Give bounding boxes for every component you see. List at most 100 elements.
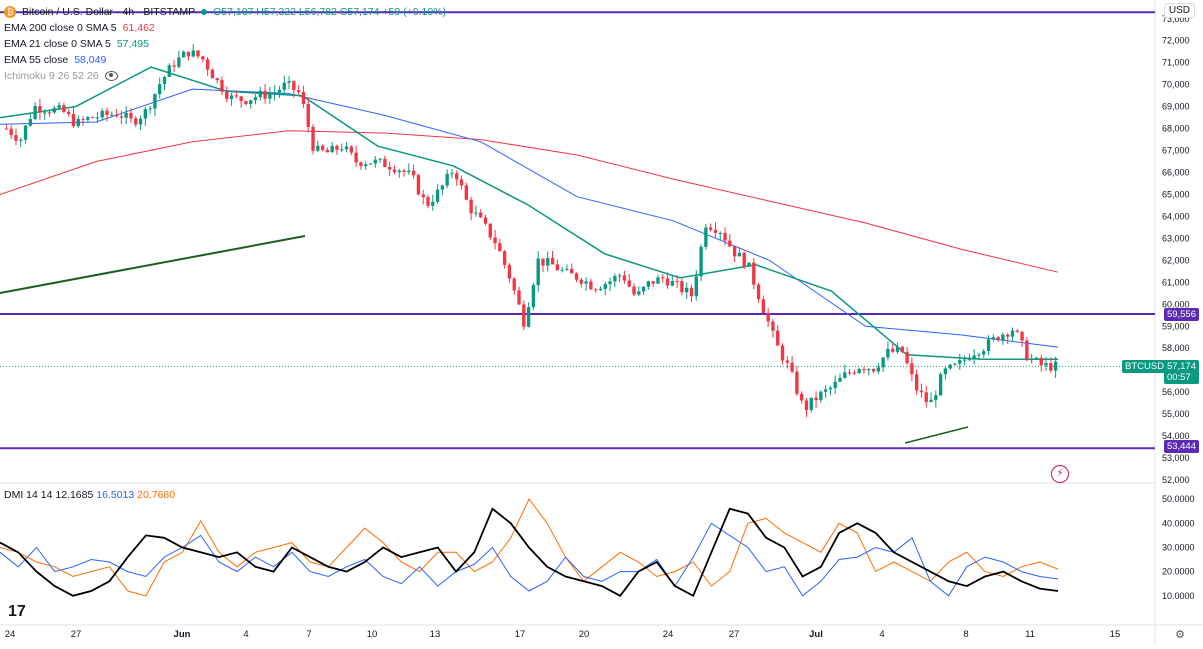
candle-body	[344, 146, 349, 150]
candle-body	[771, 321, 775, 331]
candle-body	[167, 65, 171, 77]
candle-body	[368, 163, 373, 165]
tradingview-logo[interactable]: 17	[8, 603, 26, 620]
candle-body	[665, 278, 670, 286]
candle-body	[847, 372, 852, 374]
candle-body	[52, 107, 56, 113]
market-status-icon	[201, 9, 208, 15]
candle-body	[982, 351, 986, 355]
time-tick-label: 4	[243, 629, 248, 640]
time-tick-label: 4	[879, 629, 884, 640]
candle-body	[124, 113, 128, 118]
candle-body	[445, 173, 449, 186]
candle-body	[996, 337, 1000, 341]
candle-body	[823, 389, 828, 392]
candle-body	[828, 387, 833, 390]
candle-body	[1034, 357, 1039, 359]
candle-body	[1001, 334, 1005, 341]
candle-body	[28, 119, 33, 126]
candle-body	[713, 229, 718, 233]
price-tick-label: 61,000	[1162, 277, 1190, 287]
candle-body	[948, 364, 952, 369]
candle-body	[732, 246, 737, 257]
candle-body	[862, 368, 866, 371]
price-tick-label: 63,000	[1162, 233, 1190, 243]
price-tick-label: 70,000	[1162, 80, 1190, 90]
candle-body	[967, 359, 972, 361]
time-tick-label: 10	[367, 629, 378, 640]
candle-body	[886, 348, 890, 358]
bitcoin-icon	[4, 6, 16, 18]
price-tick-label: 67,000	[1162, 146, 1190, 156]
candle-body	[205, 59, 210, 70]
candle-body	[1010, 330, 1015, 337]
candle-body	[86, 117, 90, 120]
candle-body	[742, 252, 746, 267]
candle-body	[440, 185, 445, 190]
candle-body	[129, 113, 133, 119]
candle-body	[919, 390, 924, 393]
candle-body	[857, 368, 861, 374]
candle-body	[397, 170, 401, 173]
candle-body	[138, 118, 143, 125]
candle-body	[560, 269, 564, 271]
candle-body	[311, 126, 315, 151]
candle-body	[47, 112, 52, 114]
candle-body	[627, 280, 631, 287]
candle-body	[469, 199, 473, 214]
lightning-icon[interactable]: ⚡	[1051, 465, 1069, 483]
currency-button[interactable]: USD	[1163, 3, 1195, 18]
candle-body	[1049, 363, 1053, 371]
indicator-row[interactable]: EMA 55 close 58,049	[4, 52, 446, 68]
candle-body	[1039, 357, 1043, 366]
indicator-label: EMA 200 close 0 SMA 5	[4, 22, 117, 34]
time-tick-label: 20	[579, 629, 590, 640]
candle-body	[819, 391, 823, 401]
indicator-row[interactable]: EMA 200 close 0 SMA 5 61,462	[4, 20, 446, 36]
candle-body	[67, 111, 71, 114]
candle-body	[962, 359, 967, 361]
dmi-tick-label: 30.0000	[1162, 542, 1195, 552]
indicator-row[interactable]: Ichimoku 9 26 52 26	[4, 68, 446, 84]
candle-body	[531, 285, 536, 308]
candle-body	[694, 276, 698, 297]
candle-body	[708, 227, 713, 230]
candle-body	[1029, 358, 1034, 361]
candle-body	[483, 217, 488, 224]
candle-body	[378, 158, 382, 160]
candle-body	[555, 264, 560, 271]
candle-body	[81, 119, 85, 121]
candle-body	[229, 95, 234, 99]
candle-body	[387, 167, 392, 170]
dmi-adx-line	[0, 507, 1059, 598]
indicator-row[interactable]: EMA 21 close 0 SMA 5 57,495	[4, 36, 446, 52]
hidden-eye-icon[interactable]	[104, 71, 118, 81]
candle-body	[320, 145, 325, 150]
candle-body	[114, 114, 119, 117]
candle-body	[766, 313, 770, 322]
dmi-legend[interactable]: DMI 14 14 12.1685 16.5013 20.7680	[4, 489, 175, 501]
ema21-line	[0, 66, 1059, 361]
candle-body	[4, 128, 9, 130]
candle-body	[330, 145, 334, 153]
candle-body	[651, 281, 655, 284]
candle-body	[1006, 334, 1010, 337]
candle-body	[685, 287, 689, 293]
candle-body	[426, 197, 430, 206]
dmi-minus-value: 20.7680	[137, 489, 176, 501]
candle-body	[215, 78, 219, 81]
candle-body	[19, 139, 23, 141]
candle-body	[354, 152, 358, 163]
candle-body	[258, 90, 262, 98]
candle-body	[934, 395, 938, 400]
candle-body	[9, 128, 13, 136]
dmi-adx-value: 12.1685	[55, 489, 94, 501]
symbol-title[interactable]: Bitcoin / U.S. Dollar · 4h · BITSTAMP	[22, 6, 196, 18]
settings-gear-icon[interactable]: ⚙	[1175, 629, 1185, 641]
ohlc-values: O57,107 H57,322 L56,782 C57,174 +59 (+0.…	[213, 6, 447, 18]
dmi-tick-label: 20.0000	[1162, 567, 1195, 577]
dmi-plus-line	[0, 522, 1059, 597]
candle-body	[244, 101, 248, 105]
